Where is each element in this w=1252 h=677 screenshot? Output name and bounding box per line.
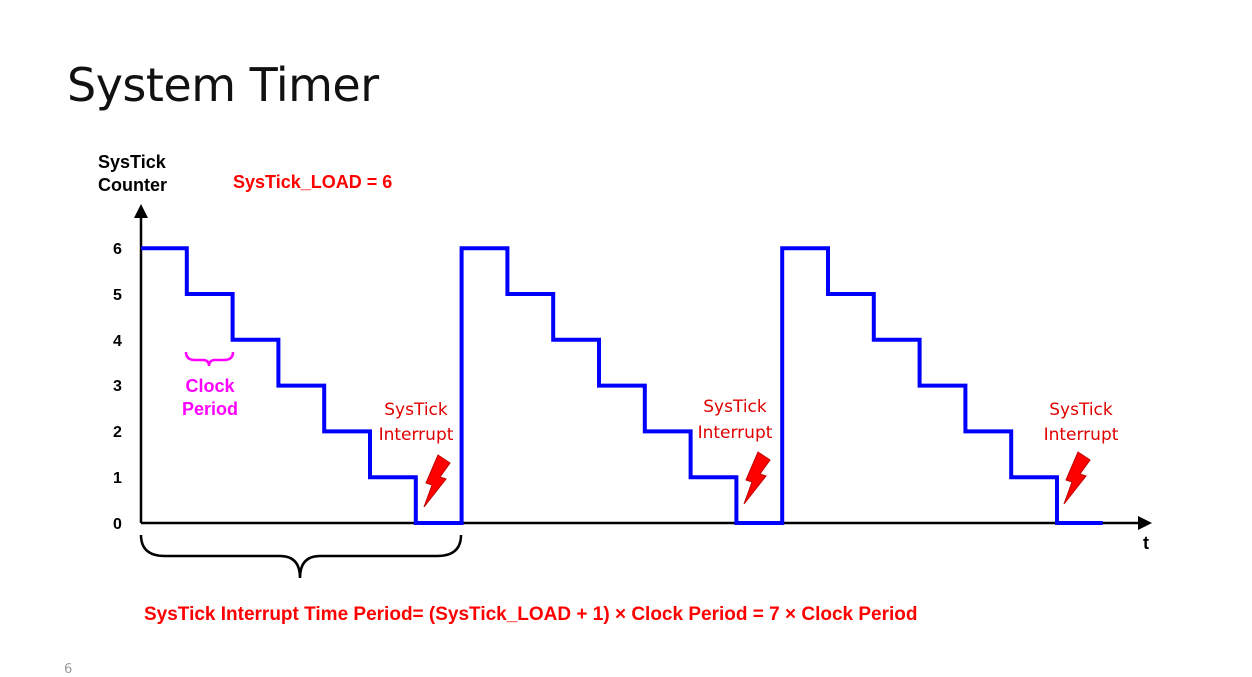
y-axis-label-line1: SysTick [98, 152, 167, 172]
clock-label-line2: Period [182, 399, 238, 419]
counter-waveform [141, 246, 1103, 525]
lightning-icon [423, 454, 451, 508]
y-tick-6: 6 [113, 241, 122, 258]
lightning-icon [743, 451, 771, 505]
y-tick-2: 2 [113, 424, 122, 441]
x-axis-arrow-icon [1138, 516, 1152, 530]
clock-period-brace [184, 351, 235, 367]
y-tick-5: 5 [113, 287, 122, 304]
x-axis-label: t [1143, 533, 1149, 553]
slide-title: System Timer [67, 58, 379, 112]
interrupt-label-3-line1: SysTick [1049, 400, 1113, 420]
formula-text: SysTick Interrupt Time Period= (SysTick_… [144, 604, 918, 625]
lightning-icon [1063, 451, 1091, 505]
interrupt-label-2-line1: SysTick [703, 397, 767, 417]
y-tick-3: 3 [113, 378, 122, 395]
period-brace [139, 534, 463, 579]
interrupt-label-1-line2: Interrupt [379, 425, 454, 445]
interrupt-label-3-line2: Interrupt [1044, 425, 1119, 445]
load-label: SysTick_LOAD = 6 [233, 172, 392, 192]
interrupt-label-1-line1: SysTick [384, 400, 448, 420]
y-tick-4: 4 [113, 333, 122, 350]
y-axis-arrow-icon [134, 204, 148, 218]
clock-label-line1: Clock [185, 376, 235, 396]
y-tick-1: 1 [113, 470, 122, 487]
page-number: 6 [64, 662, 73, 677]
interrupt-label-2-line2: Interrupt [698, 423, 773, 443]
y-axis-label-line2: Counter [98, 175, 167, 195]
y-tick-0: 0 [113, 516, 122, 533]
